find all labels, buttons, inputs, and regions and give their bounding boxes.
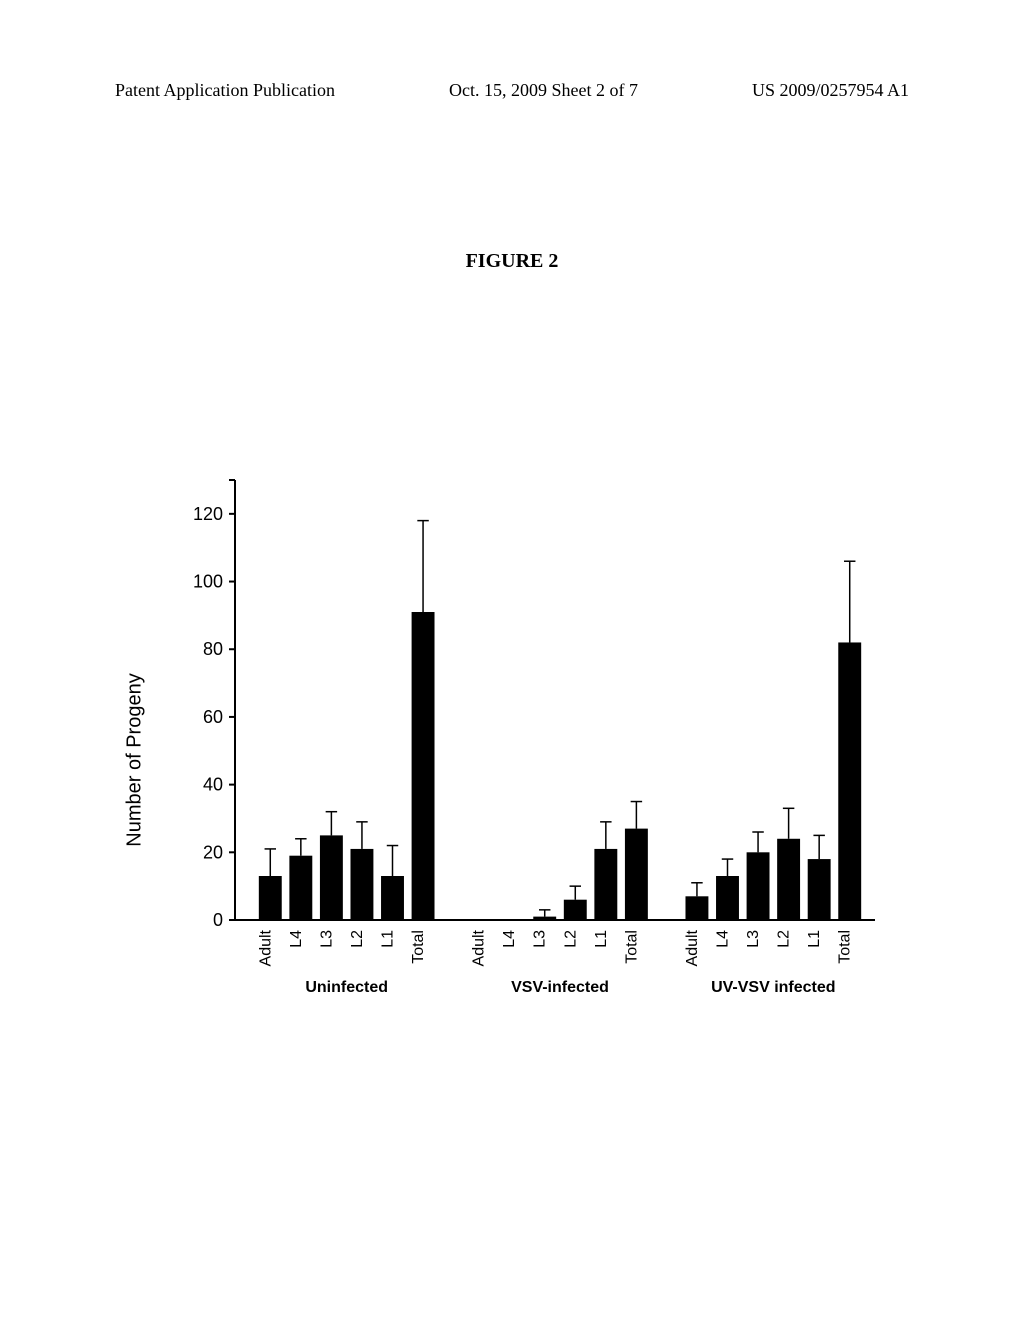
y-axis-label: Number of Progeny (124, 673, 147, 846)
svg-text:60: 60 (203, 707, 223, 727)
svg-text:L1: L1 (806, 930, 823, 948)
svg-text:Total: Total (623, 930, 640, 964)
header-right: US 2009/0257954 A1 (752, 80, 909, 101)
page-header: Patent Application Publication Oct. 15, … (0, 80, 1024, 101)
svg-text:L2: L2 (776, 930, 793, 948)
svg-text:L1: L1 (380, 930, 397, 948)
svg-text:L3: L3 (532, 930, 549, 948)
svg-text:100: 100 (193, 572, 223, 592)
svg-text:VSV-infected: VSV-infected (511, 979, 609, 996)
svg-text:L4: L4 (715, 930, 732, 948)
svg-text:Uninfected: Uninfected (305, 979, 388, 996)
svg-text:Total: Total (837, 930, 854, 964)
svg-text:L3: L3 (318, 930, 335, 948)
svg-text:Total: Total (410, 930, 427, 964)
svg-text:Adult: Adult (471, 929, 488, 966)
header-left: Patent Application Publication (115, 80, 335, 101)
chart-svg: 0 20 40 60 80 100 120 Adult L4 L3 L2 L1 Total Uninfec… (165, 465, 895, 1055)
svg-text:L3: L3 (745, 930, 762, 948)
svg-text:L2: L2 (562, 930, 579, 948)
svg-text:40: 40 (203, 775, 223, 795)
svg-text:L4: L4 (288, 930, 305, 948)
svg-text:L2: L2 (349, 930, 366, 948)
progeny-bar-chart: Number of Progeny 020406080100120AdultL4… (165, 465, 895, 1055)
svg-text:Adult: Adult (257, 929, 274, 966)
svg-text:120: 120 (193, 504, 223, 524)
svg-text:0: 0 (213, 910, 223, 930)
svg-text:L4: L4 (501, 930, 518, 948)
figure-title: FIGURE 2 (0, 250, 1024, 273)
header-mid: Oct. 15, 2009 Sheet 2 of 7 (449, 80, 638, 101)
svg-text:20: 20 (203, 842, 223, 862)
svg-text:UV-VSV infected: UV-VSV infected (711, 979, 835, 996)
svg-text:80: 80 (203, 639, 223, 659)
svg-text:Adult: Adult (684, 929, 701, 966)
svg-text:L1: L1 (593, 930, 610, 948)
